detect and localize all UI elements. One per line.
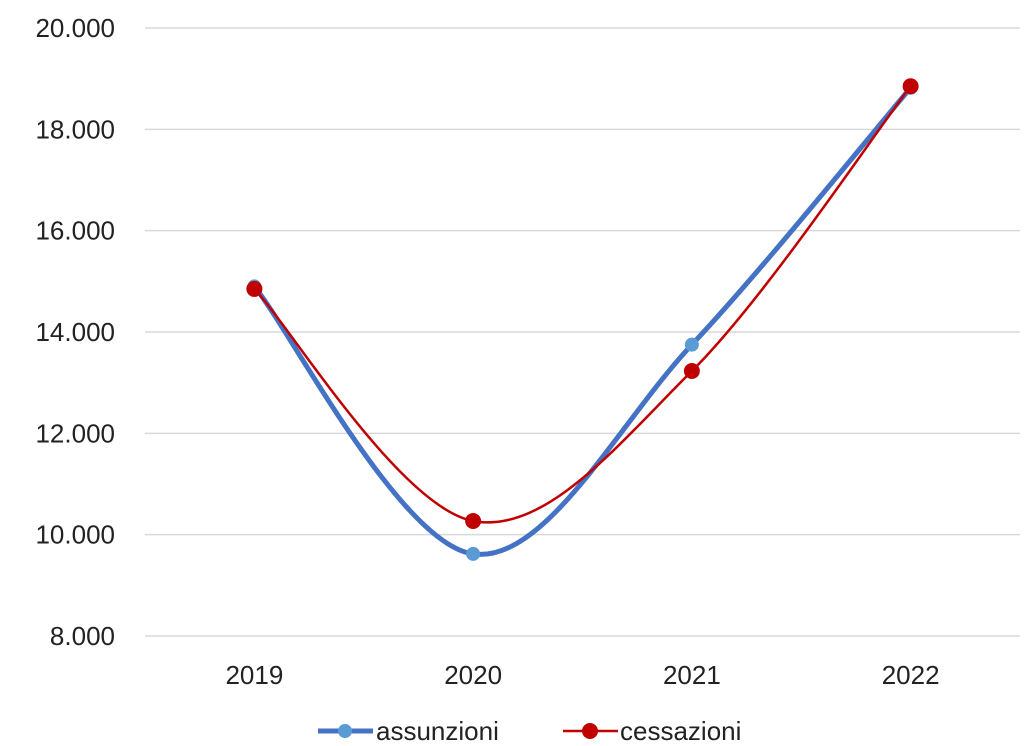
- y-tick-label: 18.000: [35, 114, 115, 144]
- x-tick-label: 2022: [882, 660, 940, 690]
- y-tick-label: 12.000: [35, 418, 115, 448]
- series-line-assunzioni: [251, 85, 914, 557]
- legend-marker: [338, 724, 352, 738]
- data-point-cessazioni: [683, 363, 700, 380]
- x-tick-label: 2021: [663, 660, 721, 690]
- data-point-cessazioni: [246, 280, 263, 297]
- legend-label: cessazioni: [620, 716, 741, 746]
- y-axis-tick-labels: 8.000 10.000 12.000 14.000 16.000 18.000 20.00…: [35, 13, 115, 651]
- gridlines: [145, 27, 1020, 637]
- y-tick-label: 10.000: [35, 520, 115, 550]
- legend-item-cessazioni: cessazioni: [563, 716, 741, 746]
- series-cessazioni: [246, 78, 919, 529]
- data-point-assunzioni: [466, 546, 481, 561]
- data-point-cessazioni: [902, 78, 919, 95]
- y-tick-label: 20.000: [35, 13, 115, 43]
- legend-marker: [582, 723, 598, 739]
- series-assunzioni: [247, 80, 918, 561]
- data-point-cessazioni: [465, 512, 482, 529]
- y-tick-label: 8.000: [50, 621, 115, 651]
- series-layer: [246, 78, 919, 561]
- x-tick-label: 2019: [225, 660, 283, 690]
- data-point-assunzioni: [684, 337, 699, 352]
- x-axis-tick-labels: 2019 2020 2021 2022: [225, 660, 939, 690]
- x-tick-label: 2020: [444, 660, 502, 690]
- y-tick-label: 14.000: [35, 317, 115, 347]
- series-line-cessazioni: [253, 85, 912, 524]
- legend: assunzioni cessazioni: [318, 716, 741, 746]
- y-tick-label: 16.000: [35, 216, 115, 246]
- legend-item-assunzioni: assunzioni: [318, 716, 499, 746]
- legend-label: assunzioni: [376, 716, 499, 746]
